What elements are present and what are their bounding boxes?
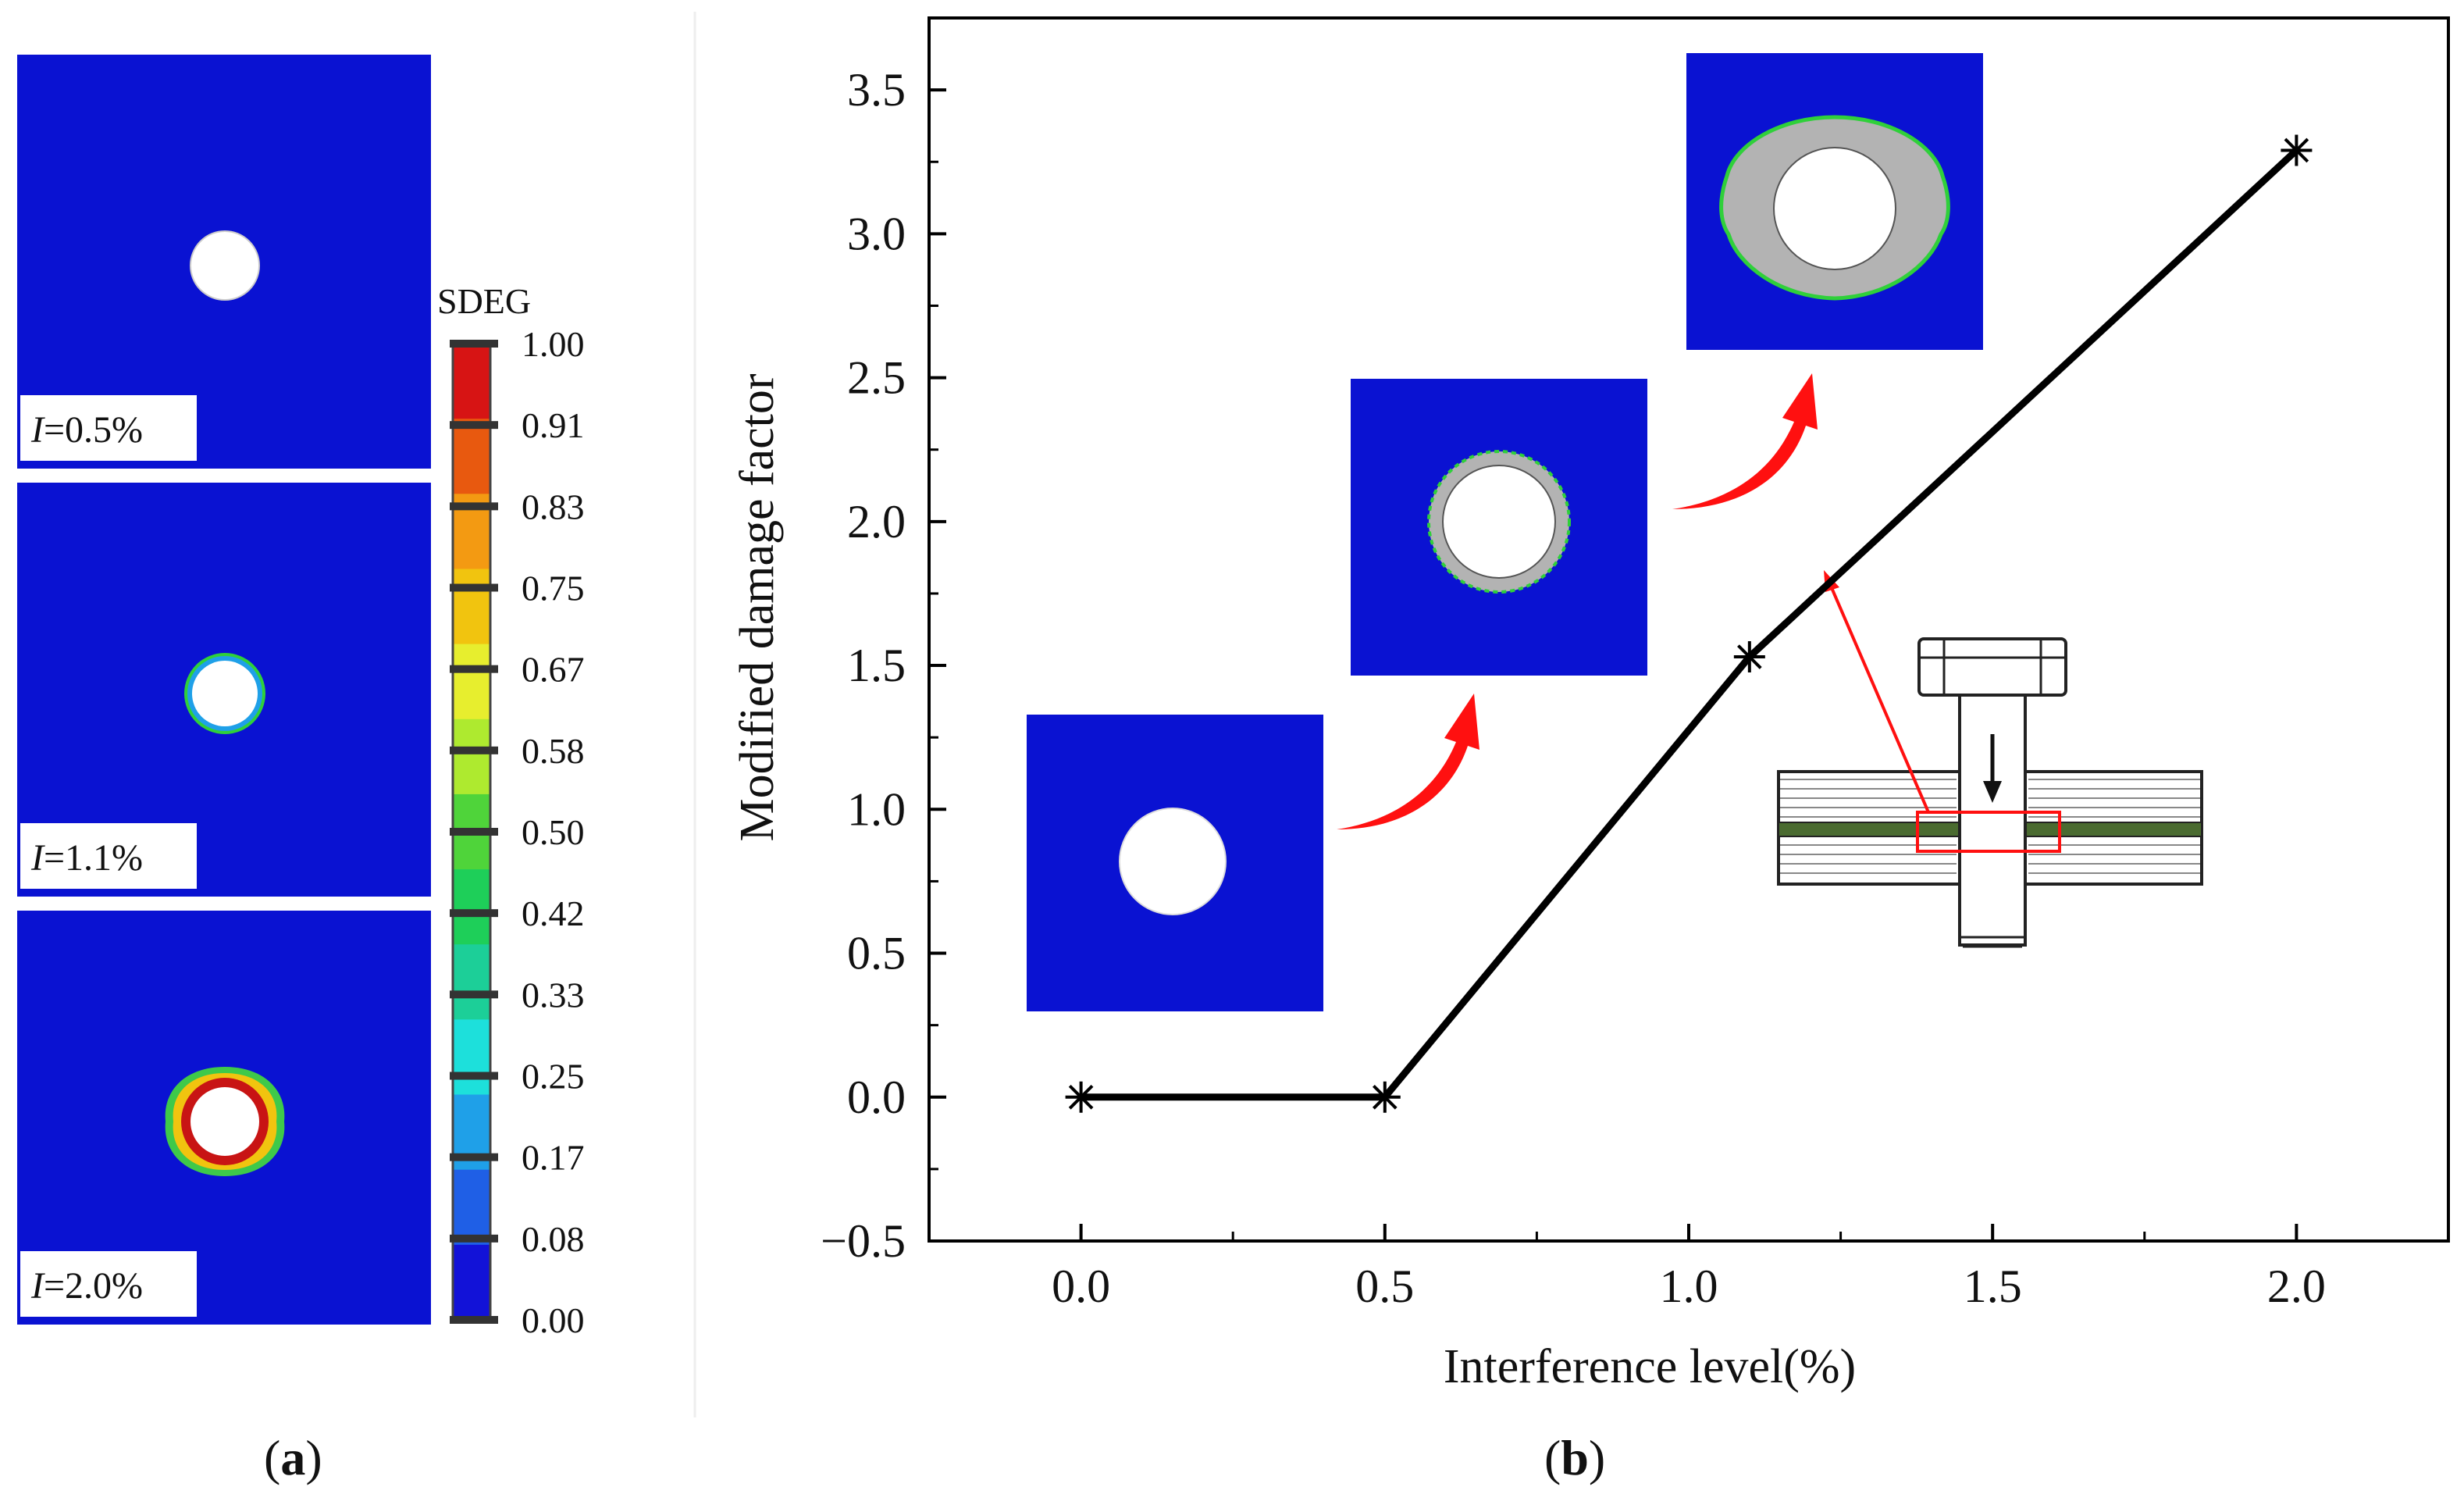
colorbar-tick-mark (450, 1316, 498, 1324)
contour-label: I=1.1% (20, 823, 197, 889)
x-axis-label: Interference level(%) (1444, 1340, 1856, 1393)
contour-plot-3: I=2.0% (17, 911, 431, 1325)
y-tick-label: 1.0 (847, 783, 906, 835)
series-line (1081, 148, 2299, 1101)
contour-plots: I=0.5% I=1.1% I=2.0% (17, 55, 431, 1325)
colorbar-tick-mark (450, 746, 498, 754)
x-tick-label: 1.0 (1660, 1261, 1718, 1312)
x-tick-label: 0.0 (1052, 1261, 1110, 1312)
y-tick-label: 2.0 (847, 496, 906, 547)
y-tick-label: 2.5 (847, 352, 906, 404)
bolt-joint-schematic (1777, 570, 2203, 948)
contour-plot-2: I=1.1% (17, 483, 431, 897)
y-tick-label: 0.5 (847, 928, 906, 979)
colorbar-segment (453, 944, 490, 1021)
colorbar-tick-mark (450, 909, 498, 918)
colorbar-tick-mark (450, 1072, 498, 1080)
red-arrow-1 (1337, 694, 1479, 829)
colorbar-tick-label: 0.33 (522, 975, 585, 1015)
y-tick-label: 0.0 (847, 1072, 906, 1123)
colorbar-title: SDEG (437, 281, 531, 321)
inset-undamaged (1027, 715, 1323, 1011)
series-modified-damage-factor (1065, 134, 2313, 1113)
sdeg-colorbar: 1.00 0.91 0.83 0.75 0.67 0.58 0.50 0.42 0.33 0.25… (450, 324, 585, 1340)
colorbar-tick-label: 0.17 (522, 1138, 585, 1178)
colorbar-segment (453, 344, 490, 420)
red-arrow-2 (1672, 373, 1818, 509)
colorbar-tick-label: 1.00 (522, 324, 585, 364)
colorbar-tick-mark (450, 990, 498, 999)
x-tick-label: 1.5 (1964, 1261, 2022, 1312)
colorbar-segment (453, 419, 490, 495)
colorbar-tick-label: 0.50 (522, 812, 585, 852)
colorbar-tick-label: 0.75 (522, 569, 585, 608)
colorbar-segment (453, 1169, 490, 1246)
colorbar-tick-mark (450, 421, 498, 430)
y-tick-label: −0.5 (821, 1215, 906, 1267)
inset-severe-damage (1686, 53, 1983, 350)
colorbar-segment (453, 869, 490, 946)
svg-text:I=2.0%: I=2.0% (30, 1265, 143, 1307)
colorbar-tick-mark (450, 502, 498, 511)
panel-a: I=0.5% I=1.1% I=2.0% 1.00 0.91 0.83 0.75 0.67 0… (17, 55, 585, 1340)
colorbar-tick-label: 0.83 (522, 487, 585, 526)
colorbar-tick-mark (450, 1234, 498, 1243)
colorbar-tick-label: 0.91 (522, 405, 585, 445)
axes: 0.0 0.5 1.0 1.5 2.0 −0.5 0.0 0.5 1.0 1.5 2.0 2.5 3.0… (821, 16, 2450, 1312)
colorbar-tick-mark (450, 1153, 498, 1161)
y-tick-label: 1.5 (847, 640, 906, 691)
colorbar-tick-label: 0.25 (522, 1057, 585, 1097)
colorbar-tick-label: 0.00 (522, 1300, 585, 1340)
y-tick-label: 3.5 (847, 64, 906, 116)
x-tick-label: 0.5 (1355, 1261, 1414, 1312)
y-tick-label: 3.0 (847, 208, 906, 259)
panel-b: 0.0 0.5 1.0 1.5 2.0 −0.5 0.0 0.5 1.0 1.5 2.0 2.5 3.0… (731, 16, 2450, 1393)
data-point (1369, 1081, 1401, 1113)
colorbar-tick-label: 0.58 (522, 731, 585, 771)
colorbar-segment (453, 1244, 490, 1321)
colorbar-tick-mark (450, 828, 498, 836)
y-axis-label: Modified damage factor (731, 373, 784, 841)
contour-label: I=0.5% (20, 395, 197, 461)
colorbar-tick-label: 0.42 (522, 893, 585, 933)
colorbar-tick-mark (450, 583, 498, 592)
colorbar-tick-label: 0.08 (522, 1219, 585, 1259)
colorbar-segment (453, 644, 490, 720)
contour-label: I=2.0% (20, 1251, 197, 1317)
svg-text:I=0.5%: I=0.5% (30, 409, 143, 451)
colorbar-segment (453, 1019, 490, 1096)
x-tick-label: 2.0 (2267, 1261, 2326, 1312)
colorbar-segment (453, 719, 490, 795)
colorbar-tick-mark (450, 665, 498, 673)
inset-moderate-damage (1351, 379, 1647, 676)
colorbar-segment (453, 569, 490, 645)
data-point (1065, 1081, 1097, 1113)
data-point (2281, 134, 2313, 166)
caption-a: (a) (264, 1430, 322, 1485)
svg-text:I=1.1%: I=1.1% (30, 837, 143, 879)
data-point (1733, 641, 1765, 673)
colorbar-tick-label: 0.67 (522, 650, 585, 690)
colorbar-tick-mark (450, 340, 498, 348)
caption-b: (b) (1544, 1430, 1606, 1485)
contour-plot-1: I=0.5% (17, 55, 431, 469)
